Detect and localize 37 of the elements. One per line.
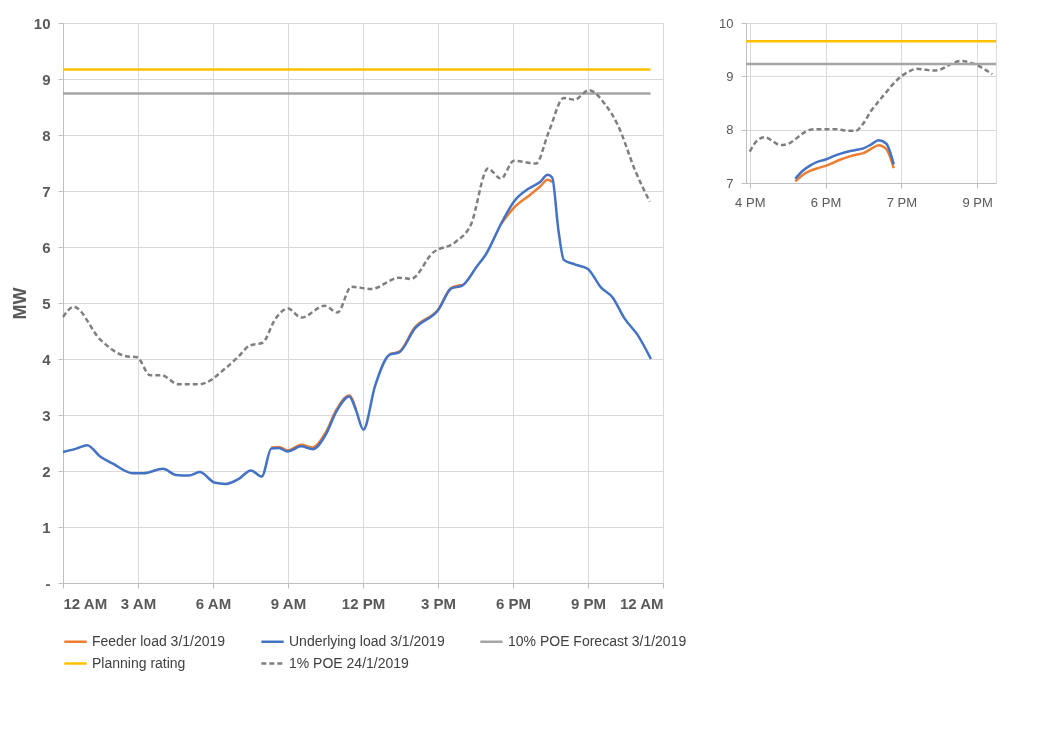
y-tick-label: 8	[42, 126, 51, 144]
y-axis-title: MW	[9, 287, 30, 320]
y-tick-label: 7	[726, 175, 734, 191]
y-tick-label: 9	[42, 70, 51, 88]
x-tick-label: 3 PM	[420, 594, 457, 612]
legend-label: Underlying load 3/1/2019	[289, 632, 445, 649]
x-tick-label: 6 PM	[810, 194, 842, 210]
y-tick-label: 9	[726, 68, 734, 84]
y-tick-label: 2	[42, 462, 51, 480]
x-tick-label: 7 PM	[886, 194, 917, 210]
y-tick-label: 10	[719, 15, 734, 31]
x-tick-label: 12 PM	[341, 594, 386, 612]
y-tick-label: -	[45, 574, 51, 592]
y-tick-label: 5	[42, 294, 51, 312]
line-series	[61, 173, 653, 486]
x-tick-label: 12 AM	[619, 594, 664, 612]
y-tick-label: 3	[42, 406, 51, 424]
y-tick-label: 6	[42, 238, 51, 256]
legend-label: Planning rating	[92, 654, 186, 671]
y-tick-label: 4	[42, 350, 52, 368]
x-tick-label: 9 PM	[570, 594, 607, 612]
y-tick-label: 1	[42, 518, 51, 536]
y-tick-label: 8	[726, 122, 734, 138]
line-series	[748, 59, 994, 153]
x-tick-label: 4 PM	[735, 194, 766, 210]
legend-label: Feeder load 3/1/2019	[92, 632, 226, 649]
x-tick-label: 3 AM	[120, 594, 157, 612]
legend-label: 1% POE 24/1/2019	[289, 654, 410, 671]
x-tick-label: 9 AM	[270, 594, 307, 612]
y-tick-label: 10	[33, 14, 51, 32]
line-series	[61, 88, 651, 386]
x-tick-label: 12 AM	[63, 594, 108, 612]
x-tick-label: 9 PM	[962, 194, 993, 210]
x-tick-label: 6 PM	[495, 594, 532, 612]
legend-label: 10% POE Forecast 3/1/2019	[508, 632, 687, 649]
x-tick-label: 6 AM	[195, 594, 232, 612]
y-tick-label: 7	[42, 182, 51, 200]
